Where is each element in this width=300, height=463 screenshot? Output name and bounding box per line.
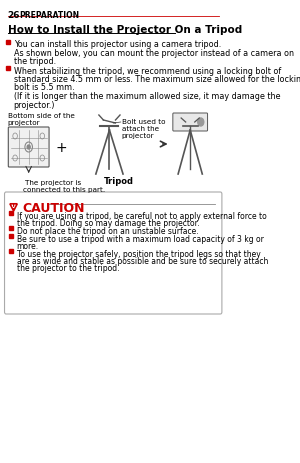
Text: Bottom side of the: Bottom side of the bbox=[8, 113, 74, 119]
Text: CAUTION: CAUTION bbox=[22, 201, 85, 214]
FancyBboxPatch shape bbox=[173, 114, 208, 131]
Text: Be sure to use a tripod with a maximum load capacity of 3 kg or: Be sure to use a tripod with a maximum l… bbox=[16, 234, 263, 244]
Text: the tripod.: the tripod. bbox=[14, 57, 56, 66]
Polygon shape bbox=[10, 204, 17, 212]
Text: Do not place the tripod on an unstable surface.: Do not place the tripod on an unstable s… bbox=[16, 226, 198, 236]
Text: 26: 26 bbox=[8, 11, 20, 20]
Text: projector.): projector.) bbox=[14, 100, 55, 109]
Text: When stabilizing the tripod, we recommend using a locking bolt of: When stabilizing the tripod, we recommen… bbox=[14, 66, 281, 75]
Text: The projector is: The projector is bbox=[25, 180, 81, 186]
Text: (If it is longer than the maximum allowed size, it may damage the: (If it is longer than the maximum allowe… bbox=[14, 92, 280, 101]
Text: attach the: attach the bbox=[122, 126, 159, 131]
Text: Bolt used to: Bolt used to bbox=[122, 119, 165, 125]
Text: the tripod. Doing so may damage the projector.: the tripod. Doing so may damage the proj… bbox=[16, 219, 199, 227]
Text: !: ! bbox=[12, 203, 15, 209]
Text: projector: projector bbox=[8, 120, 40, 126]
Text: As shown below, you can mount the projector instead of a camera on: As shown below, you can mount the projec… bbox=[14, 49, 294, 57]
Text: If you are using a tripod, be careful not to apply external force to: If you are using a tripod, be careful no… bbox=[16, 212, 266, 220]
Text: To use the projector safely, position the tripod legs so that they: To use the projector safely, position th… bbox=[16, 250, 260, 258]
Circle shape bbox=[198, 119, 204, 127]
Text: connected to this part.: connected to this part. bbox=[22, 187, 105, 193]
Text: standard size 4.5 mm or less. The maximum size allowed for the locking: standard size 4.5 mm or less. The maximu… bbox=[14, 75, 300, 84]
Text: projector: projector bbox=[122, 133, 154, 139]
Text: PREPARATION: PREPARATION bbox=[20, 11, 80, 20]
FancyBboxPatch shape bbox=[4, 193, 222, 314]
Text: Tripod: Tripod bbox=[103, 176, 134, 186]
Text: +: + bbox=[55, 141, 67, 155]
Text: You can install this projector using a camera tripod.: You can install this projector using a c… bbox=[14, 40, 221, 49]
Text: bolt is 5.5 mm.: bolt is 5.5 mm. bbox=[14, 83, 74, 92]
FancyBboxPatch shape bbox=[8, 128, 49, 168]
Text: more.: more. bbox=[16, 242, 39, 250]
Circle shape bbox=[27, 146, 30, 150]
Text: are as wide and stable as possible and be sure to securely attach: are as wide and stable as possible and b… bbox=[16, 257, 268, 265]
Text: How to Install the Projector On a Tripod: How to Install the Projector On a Tripod bbox=[8, 25, 242, 35]
Text: the projector to the tripod.: the projector to the tripod. bbox=[16, 263, 119, 272]
